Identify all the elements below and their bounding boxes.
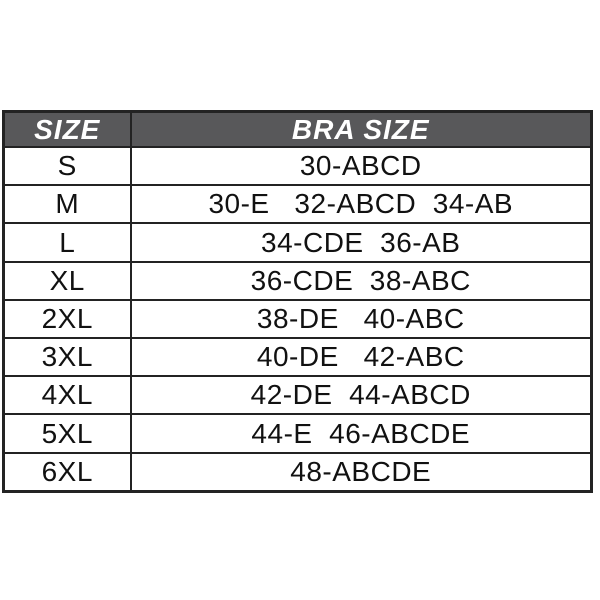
bra-size-cell: 34-CDE 36-AB xyxy=(129,222,593,263)
table-row-6xl: 6XL 48-ABCDE xyxy=(2,451,593,493)
bra-size-cell: 38-DE 40-ABC xyxy=(129,298,593,340)
size-cell: 4XL xyxy=(2,375,132,416)
table-row-s: S 30-ABCD xyxy=(2,145,593,187)
size-cell: L xyxy=(2,222,132,263)
bra-size-cell: 30-ABCD xyxy=(129,145,593,187)
bra-size-cell: 44-E 46-ABCDE xyxy=(129,413,593,454)
size-cell: 5XL xyxy=(2,413,132,454)
table-row-5xl: 5XL 44-E 46-ABCDE xyxy=(2,413,593,454)
size-chart-table: SIZE BRA SIZE S 30-ABCD M 30-E 32-ABCD 3… xyxy=(2,110,593,493)
column-header-size: SIZE xyxy=(2,110,132,148)
header-row: SIZE BRA SIZE xyxy=(2,110,593,148)
bra-size-cell: 42-DE 44-ABCD xyxy=(129,375,593,416)
size-cell: S xyxy=(2,145,132,187)
size-cell: M xyxy=(2,184,132,225)
table-row-xl: XL 36-CDE 38-ABC xyxy=(2,260,593,301)
bra-size-cell: 36-CDE 38-ABC xyxy=(129,260,593,301)
table-row-4xl: 4XL 42-DE 44-ABCD xyxy=(2,375,593,416)
size-cell: 3XL xyxy=(2,337,132,378)
size-cell: 6XL xyxy=(2,451,132,493)
table-row-m: M 30-E 32-ABCD 34-AB xyxy=(2,184,593,225)
size-cell: XL xyxy=(2,260,132,301)
bra-size-cell: 48-ABCDE xyxy=(129,451,593,493)
bra-size-cell: 40-DE 42-ABC xyxy=(129,337,593,378)
table-row-3xl: 3XL 40-DE 42-ABC xyxy=(2,337,593,378)
size-chart: SIZE BRA SIZE S 30-ABCD M 30-E 32-ABCD 3… xyxy=(2,110,593,493)
bra-size-cell: 30-E 32-ABCD 34-AB xyxy=(129,184,593,225)
table-row-2xl: 2XL 38-DE 40-ABC xyxy=(2,298,593,340)
size-cell: 2XL xyxy=(2,298,132,340)
column-header-bra-size: BRA SIZE xyxy=(129,110,593,148)
table-row-l: L 34-CDE 36-AB xyxy=(2,222,593,263)
